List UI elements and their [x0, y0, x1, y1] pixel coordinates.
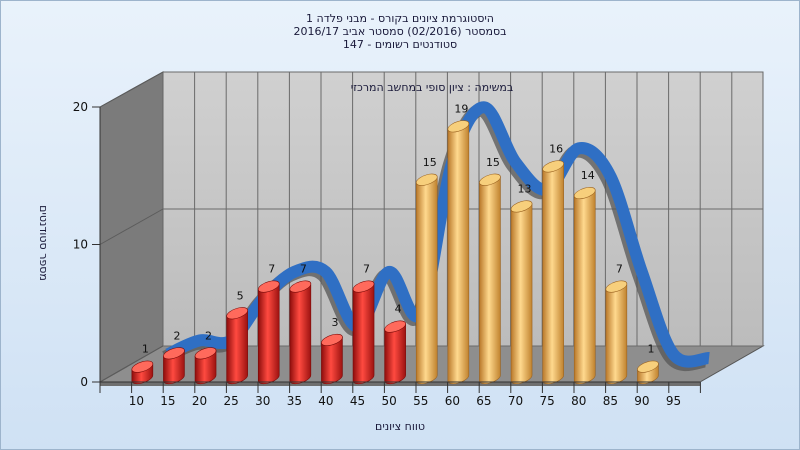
bar-55: 15: [415, 156, 438, 385]
gridline-left-0: [99, 345, 164, 383]
bar-body-25: [226, 310, 248, 385]
bar-value-label-20: 2: [205, 329, 212, 342]
bar-value-label-90: 1: [647, 343, 654, 356]
gridline-left-1: [99, 208, 164, 245]
x-tick-label-0: 10: [129, 394, 144, 408]
bar-top-15: [163, 347, 185, 360]
x-tick-label-8: 50: [381, 394, 396, 408]
bar-value-label-75: 16: [549, 142, 563, 155]
bar-value-label-60: 19: [454, 102, 468, 115]
x-tick-label-2: 20: [192, 394, 207, 408]
y-tick-label-0: 0: [80, 375, 88, 389]
bar-body-80: [573, 189, 596, 385]
x-tick-label-11: 65: [476, 394, 491, 408]
bar-value-label-70: 13: [518, 182, 532, 195]
chart-annotation: במשימה : ציון סופי במחשב המרכזי: [351, 81, 514, 94]
chart-subtitle-registered: סטודנטים רשומים - 147: [342, 38, 458, 51]
bar-body-55: [415, 176, 438, 385]
bar-75: 16: [542, 142, 564, 385]
bar-body-70: [510, 203, 533, 385]
bar-top-60: [447, 120, 470, 133]
bar-body-50: [384, 323, 406, 385]
bar-45: 7: [352, 263, 375, 385]
bar-top-50: [384, 320, 406, 333]
bar-top-20: [194, 347, 217, 360]
bar-value-label-10: 1: [142, 343, 149, 356]
bar-80: 14: [573, 169, 596, 385]
bar-15: 2: [163, 329, 185, 385]
bar-body-30: [257, 283, 280, 385]
bar-body-45: [352, 283, 375, 385]
bar-value-label-55: 15: [423, 156, 437, 169]
bar-top-55: [415, 173, 438, 186]
bar-top-75: [542, 160, 564, 173]
chart-subtitle-semester: בסמסטר (02/2016) סמסטר אביב 2016/17: [293, 25, 507, 38]
x-tick-label-3: 25: [223, 394, 238, 408]
x-tick-label-1: 15: [160, 394, 175, 408]
bar-65: 15: [479, 156, 501, 385]
y-tick-label-1: 10: [73, 238, 88, 252]
x-tick-label-5: 35: [287, 394, 302, 408]
bar-value-label-50: 4: [395, 303, 402, 316]
bar-50: 4: [384, 303, 406, 385]
bar-value-label-15: 2: [173, 329, 180, 342]
chart-title: היסטוגרמת ציונים בקורס - מבני פלדה 1: [306, 12, 494, 25]
x-tick-label-13: 75: [539, 394, 554, 408]
bar-top-30: [257, 280, 280, 293]
bar-70: 13: [510, 182, 533, 385]
x-tick-label-6: 40: [318, 394, 333, 408]
bar-60: 19: [447, 102, 470, 385]
bar-25: 5: [226, 289, 248, 385]
bar-top-90: [637, 360, 659, 373]
bar-value-label-65: 15: [486, 156, 500, 169]
bar-top-80: [573, 187, 596, 200]
bar-top-70: [510, 200, 533, 213]
x-tick-label-4: 30: [255, 394, 270, 408]
x-tick-label-15: 85: [603, 394, 618, 408]
bar-body-60: [447, 123, 470, 385]
bar-value-label-80: 14: [581, 169, 595, 182]
gridline-left-2: [99, 71, 164, 108]
x-tick-label-9: 55: [413, 394, 428, 408]
bar-body-65: [479, 176, 501, 385]
bar-top-25: [226, 307, 248, 320]
x-tick-label-17: 95: [666, 394, 681, 408]
x-tick-label-16: 90: [634, 394, 649, 408]
x-tick-label-12: 70: [508, 394, 523, 408]
bar-85: 7: [605, 263, 628, 385]
x-tick-label-10: 60: [445, 394, 460, 408]
bar-body-85: [605, 283, 628, 385]
bar-value-label-85: 7: [616, 263, 623, 276]
bars-group: 1 2 2 5 7 7 3 7 4 15 19 15 13 16 14 7 1: [131, 102, 659, 385]
bar-value-label-40: 3: [331, 316, 338, 329]
bar-value-label-45: 7: [363, 263, 370, 276]
x-tick-label-14: 80: [571, 394, 586, 408]
bar-value-label-35: 7: [300, 263, 307, 276]
bar-body-75: [542, 163, 564, 385]
bar-top-10: [131, 360, 154, 373]
bar-top-35: [289, 280, 312, 293]
bar-20: 2: [194, 329, 217, 385]
bar-35: 7: [289, 263, 312, 385]
y-tick-label-2: 20: [73, 100, 88, 114]
bar-value-label-30: 7: [268, 263, 275, 276]
bar-top-40: [321, 333, 343, 346]
bar-10: 1: [131, 343, 154, 385]
bar-40: 3: [321, 316, 343, 385]
bar-top-45: [352, 280, 375, 293]
y-axis-label: מספר סטודנטים: [37, 205, 50, 281]
bar-top-65: [479, 173, 501, 186]
x-tick-label-7: 45: [350, 394, 365, 408]
x-axis-label: טווח ציונים: [375, 420, 425, 433]
bar-90: 1: [637, 343, 659, 385]
bar-body-35: [289, 283, 312, 385]
bar-value-label-25: 5: [237, 289, 244, 302]
bar-top-85: [605, 280, 628, 293]
bar-30: 7: [257, 263, 280, 385]
